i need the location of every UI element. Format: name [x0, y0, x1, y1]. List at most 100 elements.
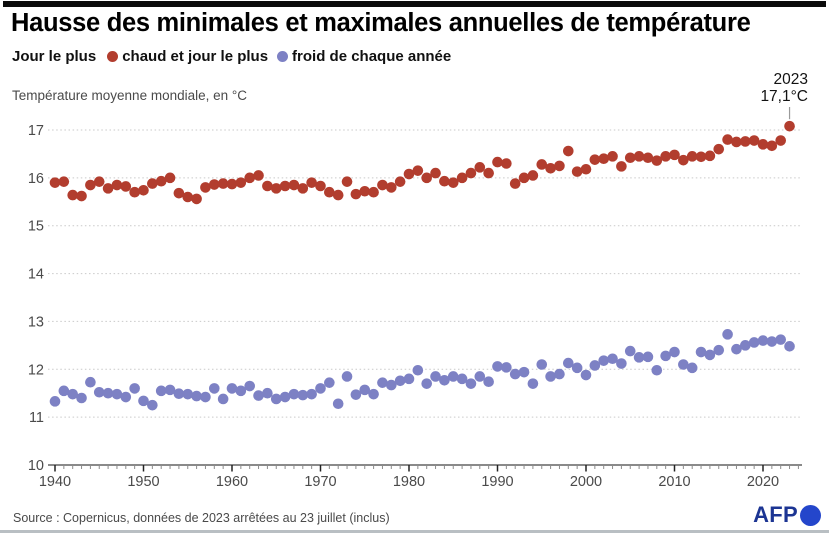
- data-point-cold: [76, 392, 87, 404]
- y-tick-label: 15: [28, 219, 44, 235]
- data-point-hot: [253, 170, 264, 181]
- data-point-hot: [93, 176, 105, 187]
- data-point-cold: [616, 358, 627, 369]
- data-point-hot: [403, 168, 415, 180]
- y-axis-unit-label: Température moyenne mondiale, en °C: [12, 88, 248, 103]
- y-tick-label: 14: [28, 267, 44, 283]
- data-point-hot: [740, 136, 751, 147]
- data-point-hot: [297, 183, 309, 194]
- data-point-hot: [315, 180, 326, 192]
- data-point-hot: [766, 140, 778, 152]
- data-point-hot: [554, 160, 565, 172]
- data-point-cold: [120, 391, 132, 403]
- peak-annotation: 2023 17,1°C: [760, 71, 808, 106]
- data-point-cold: [341, 371, 353, 382]
- data-point-cold: [226, 383, 238, 394]
- data-point-cold: [191, 390, 202, 402]
- data-point-hot: [58, 176, 70, 187]
- data-point-cold: [669, 346, 680, 358]
- data-point-cold: [589, 360, 601, 371]
- data-point-cold: [598, 355, 609, 366]
- chart-legend: Jour le plus chaud et jour le plus froid…: [12, 48, 451, 65]
- data-point-hot: [217, 178, 229, 189]
- data-point-hot: [324, 186, 335, 198]
- data-point-cold: [501, 362, 512, 373]
- data-point-cold: [695, 346, 707, 358]
- data-point-cold: [129, 383, 140, 394]
- data-point-hot: [686, 151, 698, 162]
- data-point-cold: [412, 364, 424, 376]
- data-point-hot: [386, 182, 397, 193]
- data-point-hot: [545, 162, 556, 174]
- data-point-cold: [757, 335, 769, 346]
- data-point-hot: [563, 145, 574, 157]
- data-point-cold: [456, 373, 468, 385]
- data-point-hot: [85, 179, 96, 191]
- data-point-cold: [182, 388, 194, 400]
- data-point-hot: [607, 151, 618, 162]
- data-point-hot: [76, 190, 87, 202]
- y-tick-label: 16: [28, 171, 44, 187]
- y-tick-label: 12: [28, 362, 44, 378]
- data-point-hot: [350, 188, 362, 200]
- data-point-hot: [191, 193, 202, 205]
- y-tick-label: 10: [28, 458, 44, 474]
- y-tick-label: 13: [28, 314, 44, 330]
- data-point-cold: [447, 371, 459, 382]
- data-point-hot: [660, 151, 671, 162]
- data-point-cold: [483, 376, 494, 388]
- data-point-cold: [67, 388, 78, 400]
- data-point-hot: [377, 179, 388, 191]
- data-point-hot: [226, 178, 238, 190]
- data-point-hot: [111, 179, 123, 191]
- data-point-hot: [678, 154, 689, 166]
- data-point-hot: [722, 134, 733, 145]
- data-point-hot: [306, 177, 317, 188]
- data-point-hot: [633, 151, 645, 162]
- data-point-hot: [138, 185, 149, 196]
- data-point-hot: [394, 176, 406, 187]
- data-point-cold: [642, 351, 654, 363]
- data-point-hot: [731, 136, 742, 148]
- x-tick-label: 2000: [570, 474, 602, 490]
- data-point-cold: [209, 383, 220, 394]
- peak-annotation-year: 2023: [773, 71, 808, 88]
- data-point-hot: [624, 152, 636, 164]
- data-point-hot: [695, 151, 707, 163]
- data-point-cold: [465, 378, 477, 389]
- data-point-hot: [518, 172, 530, 184]
- x-tick-label: 1990: [481, 474, 513, 490]
- data-point-hot: [447, 177, 459, 188]
- data-point-hot: [182, 191, 194, 203]
- data-point-cold: [607, 353, 618, 365]
- data-point-cold: [244, 380, 255, 392]
- data-point-cold: [624, 345, 636, 357]
- data-point-cold: [377, 377, 388, 388]
- data-point-hot: [651, 155, 663, 166]
- bottom-rule: [0, 530, 829, 533]
- data-point-cold: [138, 395, 149, 407]
- data-point-cold: [554, 368, 565, 380]
- data-point-hot: [616, 161, 627, 172]
- data-point-cold: [580, 369, 592, 381]
- x-tick-label: 1950: [127, 474, 159, 490]
- data-point-hot: [102, 183, 114, 194]
- data-point-cold: [430, 371, 441, 382]
- data-point-cold: [713, 344, 725, 356]
- page-title: Hausse des minimales et maximales annuel…: [11, 9, 751, 37]
- data-point-cold: [731, 343, 742, 355]
- data-point-cold: [748, 337, 760, 348]
- data-point-hot: [509, 178, 521, 189]
- data-point-hot: [270, 183, 282, 194]
- data-point-hot: [279, 180, 291, 192]
- data-point-cold: [270, 393, 282, 405]
- data-point-hot: [757, 139, 769, 150]
- data-point-hot: [589, 154, 601, 165]
- data-point-hot: [262, 180, 273, 192]
- data-point-cold: [563, 357, 574, 369]
- data-point-cold: [253, 390, 264, 401]
- data-point-hot: [155, 175, 167, 187]
- data-point-cold: [527, 378, 539, 389]
- data-point-hot: [713, 143, 725, 155]
- data-point-cold: [386, 379, 397, 391]
